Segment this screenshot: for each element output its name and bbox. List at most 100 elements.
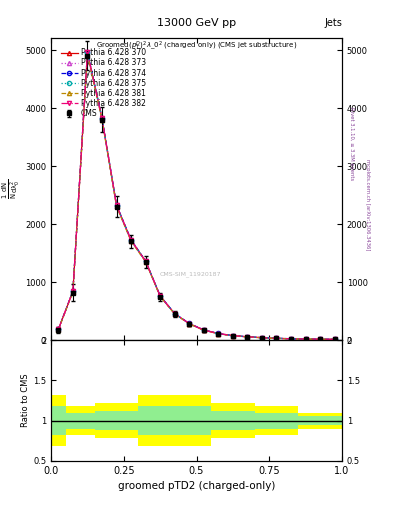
Pythia 6.428 375	[260, 335, 264, 341]
Pythia 6.428 382	[114, 202, 119, 208]
Pythia 6.428 374	[158, 293, 163, 299]
Pythia 6.428 381	[216, 331, 221, 337]
Pythia 6.428 381	[85, 52, 90, 58]
Pythia 6.428 375	[143, 258, 148, 264]
Pythia 6.428 373	[303, 336, 308, 342]
Pythia 6.428 382	[129, 237, 134, 243]
Pythia 6.428 370	[143, 258, 148, 264]
Pythia 6.428 373	[173, 311, 177, 317]
Pythia 6.428 373	[260, 335, 264, 341]
Pythia 6.428 375	[71, 288, 75, 294]
Pythia 6.428 375	[129, 238, 134, 244]
Pythia 6.428 382	[318, 336, 323, 342]
Pythia 6.428 370	[202, 327, 206, 333]
Pythia 6.428 382	[85, 49, 90, 55]
Pythia 6.428 381	[318, 336, 323, 343]
Pythia 6.428 374	[303, 336, 308, 342]
Pythia 6.428 382	[245, 334, 250, 340]
Pythia 6.428 382	[231, 333, 235, 339]
Pythia 6.428 375	[318, 336, 323, 343]
Pythia 6.428 370	[187, 321, 192, 327]
Pythia 6.428 382	[143, 258, 148, 264]
Pythia 6.428 375	[332, 336, 337, 343]
Pythia 6.428 375	[158, 293, 163, 299]
Pythia 6.428 381	[56, 327, 61, 333]
Pythia 6.428 382	[289, 336, 294, 342]
Text: Rivet 3.1.10, ≥ 3.3M events: Rivet 3.1.10, ≥ 3.3M events	[349, 106, 354, 180]
Pythia 6.428 382	[158, 293, 163, 299]
Pythia 6.428 382	[260, 335, 264, 341]
Pythia 6.428 373	[143, 259, 148, 265]
Line: Pythia 6.428 374: Pythia 6.428 374	[56, 50, 337, 342]
Pythia 6.428 374	[129, 237, 134, 243]
Pythia 6.428 381	[187, 321, 192, 327]
Pythia 6.428 374	[202, 327, 206, 333]
Pythia 6.428 374	[143, 258, 148, 264]
Pythia 6.428 373	[100, 116, 105, 122]
Line: Pythia 6.428 382: Pythia 6.428 382	[56, 50, 337, 342]
Pythia 6.428 381	[245, 334, 250, 340]
Pythia 6.428 370	[303, 336, 308, 342]
Pythia 6.428 375	[173, 311, 177, 317]
Pythia 6.428 374	[274, 335, 279, 342]
Pythia 6.428 381	[202, 327, 206, 333]
Pythia 6.428 382	[202, 327, 206, 333]
Pythia 6.428 382	[71, 288, 75, 294]
Pythia 6.428 373	[318, 336, 323, 343]
Pythia 6.428 382	[303, 336, 308, 342]
Pythia 6.428 381	[100, 117, 105, 123]
Pythia 6.428 373	[216, 331, 221, 337]
Pythia 6.428 375	[85, 50, 90, 56]
Pythia 6.428 370	[332, 336, 337, 343]
Pythia 6.428 373	[289, 336, 294, 342]
Pythia 6.428 373	[231, 333, 235, 339]
Pythia 6.428 381	[303, 336, 308, 342]
Pythia 6.428 381	[274, 335, 279, 342]
Text: Groomed$(p_T^D)^2\lambda\_0^2$ (charged only) (CMS jet substructure): Groomed$(p_T^D)^2\lambda\_0^2$ (charged …	[96, 40, 297, 53]
Pythia 6.428 370	[100, 115, 105, 121]
Pythia 6.428 374	[187, 321, 192, 327]
Pythia 6.428 374	[71, 288, 75, 294]
Line: Pythia 6.428 381: Pythia 6.428 381	[56, 53, 337, 342]
Pythia 6.428 373	[274, 335, 279, 342]
Pythia 6.428 375	[231, 333, 235, 339]
Pythia 6.428 374	[245, 334, 250, 340]
Text: Jets: Jets	[324, 18, 342, 28]
Pythia 6.428 373	[56, 327, 61, 333]
Pythia 6.428 381	[114, 203, 119, 209]
Pythia 6.428 373	[202, 327, 206, 333]
Pythia 6.428 373	[332, 336, 337, 343]
Pythia 6.428 370	[216, 330, 221, 336]
Pythia 6.428 370	[173, 311, 177, 317]
Pythia 6.428 370	[158, 293, 163, 299]
Pythia 6.428 373	[114, 203, 119, 209]
Pythia 6.428 370	[260, 335, 264, 341]
Text: 13000 GeV pp: 13000 GeV pp	[157, 18, 236, 28]
Pythia 6.428 381	[143, 259, 148, 265]
Pythia 6.428 370	[318, 336, 323, 342]
Pythia 6.428 381	[289, 336, 294, 342]
Pythia 6.428 370	[85, 50, 90, 56]
Pythia 6.428 374	[56, 326, 61, 332]
Text: CMS-SIM_11920187: CMS-SIM_11920187	[160, 271, 221, 276]
Pythia 6.428 382	[56, 326, 61, 332]
Pythia 6.428 374	[231, 332, 235, 338]
Pythia 6.428 382	[332, 336, 337, 343]
Pythia 6.428 381	[260, 335, 264, 341]
Pythia 6.428 373	[85, 51, 90, 57]
Pythia 6.428 373	[245, 334, 250, 340]
Pythia 6.428 370	[231, 333, 235, 339]
Pythia 6.428 375	[289, 336, 294, 342]
Pythia 6.428 370	[274, 335, 279, 342]
Pythia 6.428 382	[274, 335, 279, 342]
Legend: Pythia 6.428 370, Pythia 6.428 373, Pythia 6.428 374, Pythia 6.428 375, Pythia 6: Pythia 6.428 370, Pythia 6.428 373, Pyth…	[61, 48, 146, 118]
Pythia 6.428 373	[71, 289, 75, 295]
Pythia 6.428 382	[187, 321, 192, 327]
Pythia 6.428 370	[56, 326, 61, 332]
Pythia 6.428 374	[318, 336, 323, 342]
Pythia 6.428 373	[158, 293, 163, 300]
Pythia 6.428 374	[85, 49, 90, 55]
Pythia 6.428 373	[187, 321, 192, 327]
Pythia 6.428 374	[289, 336, 294, 342]
Pythia 6.428 374	[100, 115, 105, 121]
